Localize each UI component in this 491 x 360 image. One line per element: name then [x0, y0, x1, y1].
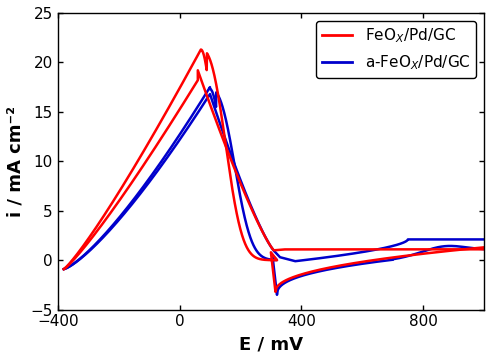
Y-axis label: i / mA cm⁻²: i / mA cm⁻² — [7, 106, 25, 217]
X-axis label: E / mV: E / mV — [239, 335, 303, 353]
Legend: FeO$_X$/Pd/GC, a-FeO$_X$/Pd/GC: FeO$_X$/Pd/GC, a-FeO$_X$/Pd/GC — [316, 21, 476, 78]
